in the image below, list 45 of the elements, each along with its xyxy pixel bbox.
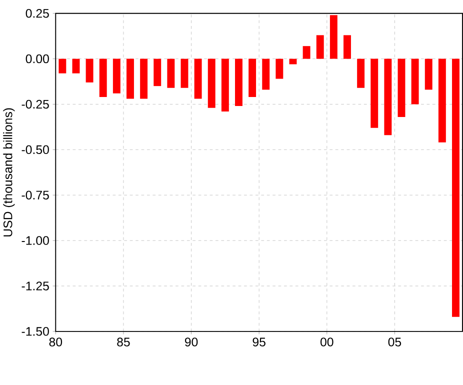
bar <box>411 58 419 104</box>
bar <box>235 58 242 106</box>
x-tick-label: 05 <box>388 338 402 346</box>
x-tick-label: 90 <box>184 338 198 346</box>
bar <box>357 58 365 88</box>
y-tick-label: -0.50 <box>22 145 49 154</box>
bar <box>438 58 446 142</box>
bar <box>126 58 134 99</box>
bar <box>370 58 378 128</box>
bar <box>167 58 175 88</box>
x-tick-label: 00 <box>320 338 334 346</box>
bar <box>194 58 202 99</box>
bar <box>221 58 229 112</box>
x-tick-label: 85 <box>117 338 130 346</box>
bar <box>154 58 162 86</box>
y-tick-label: -1.50 <box>22 327 49 336</box>
y-tick-label: 0.25 <box>26 9 49 18</box>
bar <box>276 58 284 79</box>
y-tick-label: -0.75 <box>22 190 49 200</box>
y-axis-title: USD (thousand billions) <box>3 108 15 236</box>
bar <box>140 58 148 99</box>
bar <box>112 58 120 94</box>
bar <box>262 58 270 90</box>
bar <box>316 35 324 59</box>
bar <box>248 58 256 98</box>
x-tick-label: 80 <box>49 338 62 346</box>
y-tick-label: 0.00 <box>26 54 49 64</box>
bar <box>330 15 338 59</box>
x-tick-label: 95 <box>252 338 266 346</box>
y-tick-label: -0.25 <box>22 100 49 109</box>
bar <box>424 58 432 90</box>
y-tick-label: -1.00 <box>22 236 49 245</box>
bar <box>58 58 66 74</box>
bar <box>344 35 351 59</box>
bar <box>99 58 107 98</box>
bar <box>302 46 310 59</box>
bar <box>86 58 94 82</box>
bar <box>72 58 80 74</box>
bar <box>208 58 216 108</box>
y-tick-label: -1.25 <box>22 282 49 290</box>
bar <box>452 58 460 317</box>
bar <box>180 58 188 88</box>
bar <box>398 58 406 118</box>
bar <box>384 58 392 136</box>
bar <box>289 58 297 64</box>
